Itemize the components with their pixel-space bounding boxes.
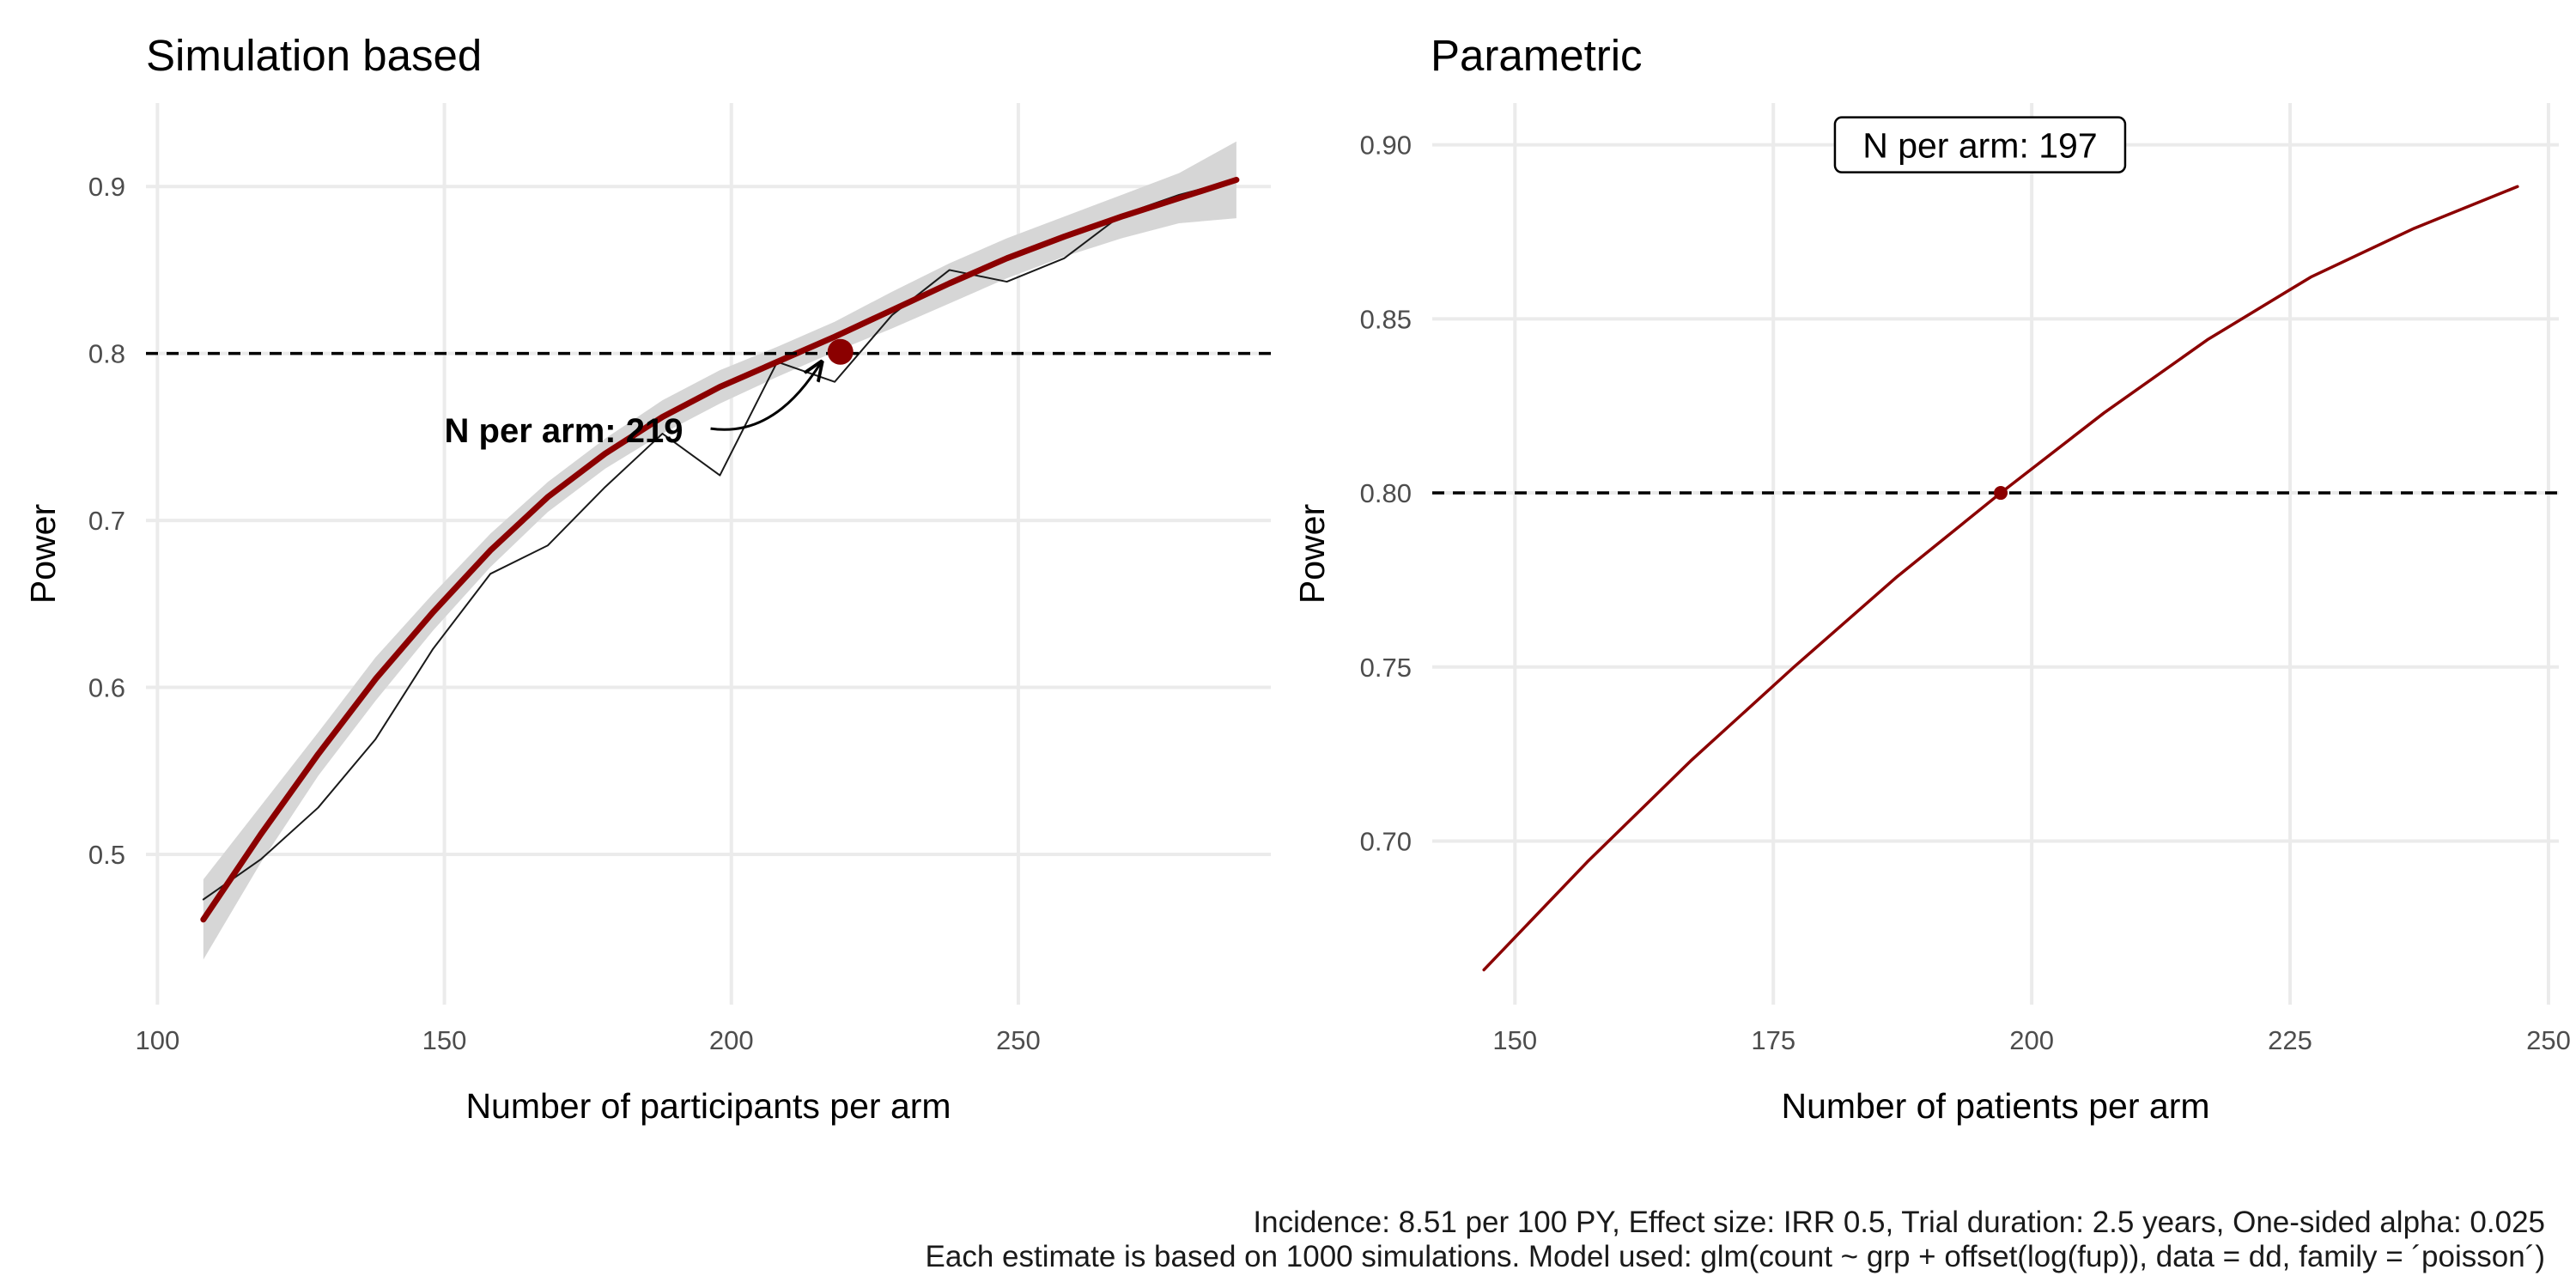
x-axis-label: Number of participants per arm bbox=[465, 1086, 951, 1126]
y-tick-label: 0.5 bbox=[88, 840, 125, 870]
x-tick-label: 150 bbox=[422, 1025, 467, 1055]
x-tick-label: 200 bbox=[709, 1025, 754, 1055]
x-tick-label: 100 bbox=[136, 1025, 180, 1055]
caption-line-1: Incidence: 8.51 per 100 PY, Effect size:… bbox=[1253, 1206, 2545, 1239]
panel-title: Parametric bbox=[1431, 31, 1643, 80]
x-axis-label: Number of patients per arm bbox=[1781, 1086, 2209, 1126]
annotation-box bbox=[1833, 116, 2127, 173]
y-tick-label: 0.8 bbox=[88, 339, 125, 369]
x-tick-label: 150 bbox=[1492, 1025, 1537, 1055]
x-tick-label: 250 bbox=[996, 1025, 1041, 1055]
confidence-band bbox=[203, 141, 1236, 960]
x-tick-label: 175 bbox=[1751, 1025, 1795, 1055]
y-tick-label: 0.7 bbox=[88, 506, 125, 536]
simulation-panel: 0.5 0.6 0.7 0.8 0.9 100 150 200 250 Simulation ba… bbox=[23, 31, 1271, 1126]
sample-size-point bbox=[827, 338, 854, 365]
y-tick-label: 0.90 bbox=[1360, 131, 1412, 161]
x-tick-label: 250 bbox=[2526, 1025, 2571, 1055]
parametric-panel: 0.70 0.75 0.80 0.85 0.90 150 175 200 225 250 Param… bbox=[1292, 31, 2571, 1126]
y-tick-label: 0.70 bbox=[1360, 826, 1412, 856]
parametric-power-line bbox=[1482, 185, 2519, 972]
annotation-label: N per arm: 197 bbox=[1862, 126, 2097, 166]
panel-title: Simulation based bbox=[146, 31, 482, 80]
sample-size-point bbox=[1994, 486, 2008, 501]
y-axis-label: Power bbox=[23, 504, 63, 604]
x-tick-label: 225 bbox=[2268, 1025, 2312, 1055]
y-tick-label: 0.75 bbox=[1360, 653, 1412, 683]
y-tick-label: 0.9 bbox=[88, 172, 125, 202]
y-tick-label: 0.85 bbox=[1360, 304, 1412, 334]
smoothed-power-line bbox=[200, 176, 1240, 923]
annotation-arrow bbox=[710, 362, 822, 431]
y-tick-label: 0.80 bbox=[1360, 478, 1412, 508]
y-tick-label: 0.6 bbox=[88, 673, 125, 703]
simulated-power-line bbox=[202, 179, 1237, 901]
x-tick-label: 200 bbox=[2009, 1025, 2054, 1055]
annotation-label: N per arm: 219 bbox=[445, 412, 683, 450]
caption-line-2: Each estimate is based on 1000 simulatio… bbox=[925, 1240, 2545, 1273]
y-axis-label: Power bbox=[1292, 504, 1332, 604]
